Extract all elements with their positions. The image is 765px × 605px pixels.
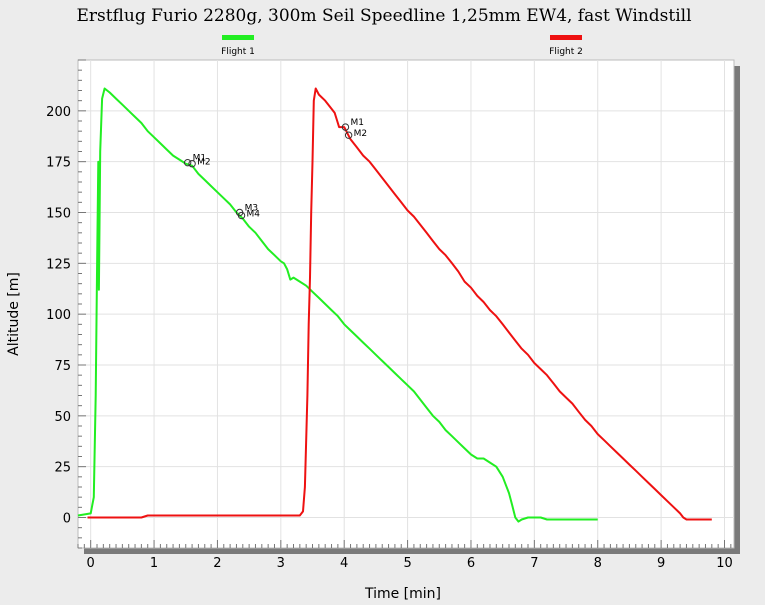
plot-area	[77, 59, 735, 549]
x-tick-label: 6	[467, 556, 475, 571]
marker-point	[341, 123, 350, 131]
y-tick-label: 50	[54, 410, 71, 425]
y-tick-label: 75	[54, 359, 71, 374]
y-axis-label: Altitude [m]	[6, 272, 22, 356]
x-tick-label: 10	[716, 556, 733, 571]
x-tick-label: 1	[150, 556, 158, 571]
marker-label: M2	[197, 158, 211, 168]
y-tick-label: 0	[63, 512, 71, 527]
marker-point	[188, 160, 196, 168]
grid	[78, 60, 734, 548]
x-tick-label: 9	[657, 556, 665, 571]
legend-swatch-2	[550, 35, 582, 40]
y-tick-label: 125	[46, 257, 71, 272]
x-tick-label: 0	[87, 556, 95, 571]
legend-swatch-1	[222, 35, 254, 40]
y-tick-labels: 0 25 50 75 100 125 150 175 200	[46, 105, 71, 527]
legend: Flight 1 Flight 2	[221, 35, 583, 57]
y-tick-label: 25	[54, 461, 71, 476]
x-tick-label: 8	[594, 556, 602, 571]
marker-label: M1	[350, 118, 364, 128]
marker-label: M1	[193, 154, 207, 164]
x-tick-label: 7	[530, 556, 538, 571]
marker-point	[344, 131, 353, 139]
x-tick-labels: 0 1 2 3 4 5 6 7 8 9 10	[87, 556, 733, 571]
x-tick-label: 3	[277, 556, 285, 571]
x-tick-label: 2	[213, 556, 221, 571]
y-tick-label: 150	[46, 207, 71, 222]
chart-title: Erstflug Furio 2280g, 300m Seil Speedlin…	[76, 6, 691, 26]
marker-label: M3	[245, 204, 258, 214]
legend-label-1: Flight 1	[221, 47, 255, 57]
x-tick-label: 4	[340, 556, 348, 571]
legend-label-2: Flight 2	[549, 47, 583, 57]
series-lines	[77, 87, 712, 523]
marker-point	[237, 211, 246, 220]
y-tick-label: 200	[46, 105, 71, 120]
y-tick-label: 175	[46, 156, 71, 171]
x-axis-label: Time [min]	[364, 586, 441, 602]
axis-ticks	[77, 59, 732, 549]
x-tick-label: 5	[403, 556, 411, 571]
y-tick-label: 100	[46, 308, 71, 323]
marker-point	[183, 158, 192, 167]
series-line-2	[87, 87, 712, 521]
marker-label: M4	[247, 210, 261, 220]
marker-label: M2	[354, 129, 368, 139]
